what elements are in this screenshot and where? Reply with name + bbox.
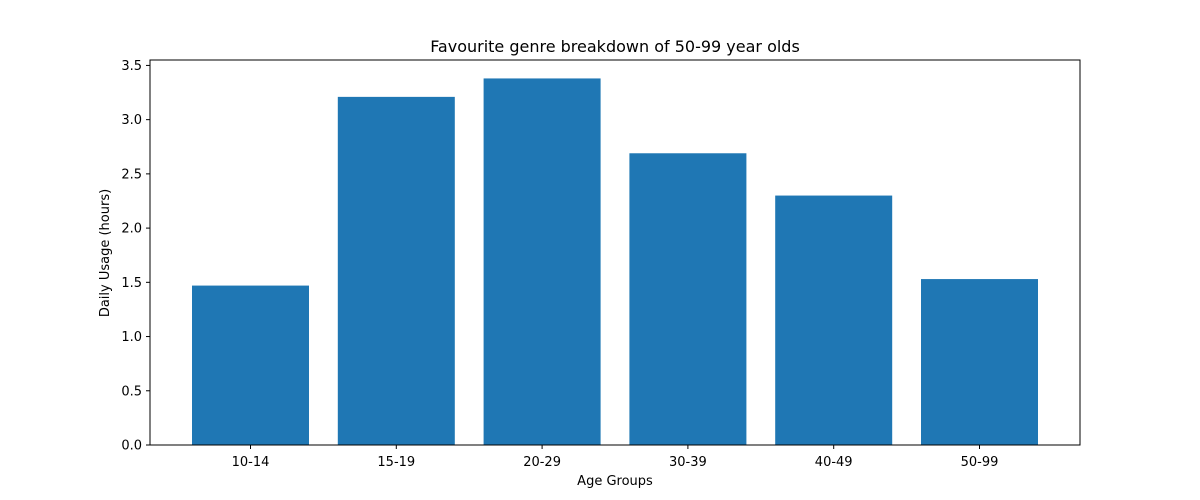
bar-20-29 [483, 78, 601, 445]
bar-50-99 [921, 279, 1038, 445]
y-axis: 0.0 0.5 1.0 1.5 2.0 2.5 3.0 3.5 [121, 59, 150, 454]
y-tick-label: 0.5 [121, 384, 142, 399]
bar-30-39 [629, 153, 747, 445]
y-tick-label: 2.0 [121, 222, 142, 237]
chart-title: Favourite genre breakdown of 50-99 year … [430, 37, 800, 56]
x-tick-label: 50-99 [961, 455, 999, 470]
x-tick-label: 10-14 [232, 455, 270, 470]
y-tick-label: 3.5 [121, 59, 142, 74]
bar-15-19 [337, 96, 455, 446]
y-axis-title: Daily Usage (hours) [98, 189, 113, 317]
y-tick-label: 0.0 [121, 439, 142, 454]
y-tick-label: 1.5 [121, 276, 142, 291]
y-tick-label: 1.0 [121, 330, 142, 345]
bars-group [192, 78, 1038, 446]
bar-10-14 [192, 285, 309, 445]
x-tick-label: 15-19 [377, 455, 415, 470]
x-axis-title: Age Groups [577, 474, 653, 489]
bar-40-49 [775, 195, 893, 445]
y-tick-label: 3.0 [121, 113, 142, 128]
x-tick-label: 20-29 [523, 455, 561, 470]
x-tick-label: 40-49 [815, 455, 853, 470]
plot-frame [149, 59, 1081, 446]
y-tick-label: 2.5 [121, 167, 142, 182]
x-axis: 10-14 15-19 20-29 30-39 40-49 50-99 [232, 445, 999, 470]
x-tick-label: 30-39 [669, 455, 707, 470]
